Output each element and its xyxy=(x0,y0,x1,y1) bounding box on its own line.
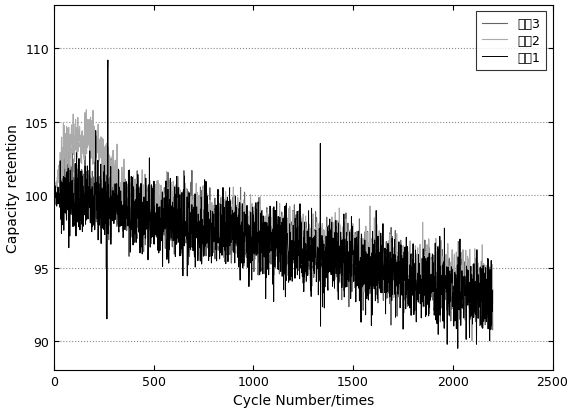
方案2 xyxy=(488,262,495,267)
Legend: 方案3, 方案2, 方案1: 方案3, 方案2, 方案1 xyxy=(476,12,546,71)
方案1 xyxy=(152,211,159,216)
方案3 xyxy=(91,137,98,142)
方案1 xyxy=(104,59,111,64)
Line: 方案1: 方案1 xyxy=(54,61,492,349)
方案1 xyxy=(488,289,495,294)
Line: 方案2: 方案2 xyxy=(54,111,492,341)
方案3 xyxy=(51,203,57,208)
X-axis label: Cycle Number/times: Cycle Number/times xyxy=(232,394,374,408)
方案1 xyxy=(454,346,461,351)
方案3 xyxy=(440,296,447,301)
Line: 方案3: 方案3 xyxy=(54,139,492,330)
方案2 xyxy=(359,237,366,242)
方案3 xyxy=(152,210,159,215)
方案2 xyxy=(468,339,475,344)
方案2 xyxy=(152,211,159,216)
方案3 xyxy=(359,284,366,289)
方案2 xyxy=(51,185,57,190)
方案1 xyxy=(359,243,366,248)
方案3 xyxy=(489,328,496,332)
Y-axis label: Capacity retention: Capacity retention xyxy=(6,123,20,252)
方案2 xyxy=(460,276,467,281)
方案1 xyxy=(489,288,496,293)
方案3 xyxy=(460,282,467,287)
方案3 xyxy=(327,246,334,251)
方案2 xyxy=(327,235,334,240)
方案2 xyxy=(83,108,90,113)
方案3 xyxy=(488,296,495,301)
方案1 xyxy=(51,190,57,195)
方案2 xyxy=(440,274,447,279)
方案1 xyxy=(461,299,468,304)
方案1 xyxy=(440,319,447,324)
方案2 xyxy=(489,301,496,306)
方案1 xyxy=(327,228,334,233)
